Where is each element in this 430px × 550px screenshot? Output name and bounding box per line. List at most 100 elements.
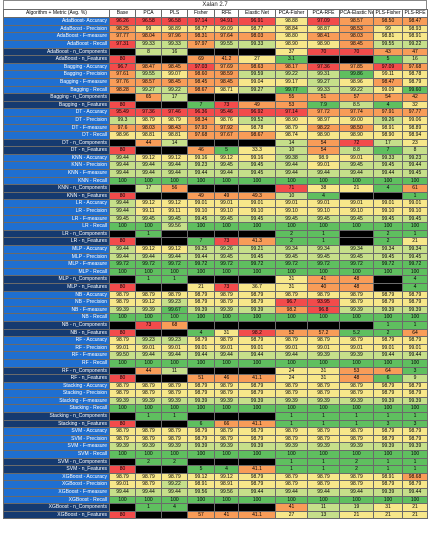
value-cell: 94.91 (214, 17, 239, 26)
value-cell: 100 (339, 404, 374, 414)
value-cell: 99.45 (339, 252, 374, 262)
value-cell: 55 (275, 93, 308, 102)
value-cell: 98.45 (339, 39, 374, 49)
value-cell (339, 229, 374, 239)
value-cell (187, 412, 215, 421)
table-row: Stacking - F-measure 99.39 99.39 99.39 99.39… (3, 396, 428, 406)
value-cell: 99.44 (275, 169, 308, 178)
value-cell: 99.39 (238, 442, 276, 452)
value-cell: 98.90 (339, 131, 374, 140)
value-cell: 100 (161, 267, 188, 277)
value-cell: 99.45 (161, 214, 188, 224)
column-header: PCA-Elastic Net (339, 8, 374, 19)
row-label: XGBoost - Accuracy (3, 472, 110, 482)
value-cell: 98.79 (109, 336, 136, 345)
value-cell: 99.45 (238, 214, 276, 224)
value-cell: 1 (402, 320, 428, 330)
value-cell: 71 (275, 184, 308, 193)
value-cell: 100 (402, 404, 428, 414)
value-cell: 80 (109, 419, 136, 429)
value-cell (135, 191, 162, 201)
value-cell: 8.8 (339, 146, 374, 155)
value-cell (339, 237, 374, 246)
value-cell: 98.80 (275, 32, 308, 41)
value-cell: 24 (275, 374, 308, 383)
value-cell: 1 (402, 229, 428, 239)
value-cell: 100 (161, 450, 188, 459)
value-cell: 98.79 (135, 381, 162, 391)
value-cell: 99.56 (187, 488, 215, 497)
value-cell: 99.33 (307, 85, 340, 95)
row-label: AdaBoost- Accuracy (3, 17, 110, 26)
row-label: DT - Accuracy (3, 108, 110, 117)
value-cell: 100 (109, 495, 136, 505)
value-cell: 49 (214, 191, 239, 201)
value-cell: 99.39 (339, 442, 374, 452)
value-cell: 98.79 (214, 336, 239, 345)
value-cell: 99.44 (135, 252, 162, 262)
value-cell: 3 (402, 366, 428, 376)
value-cell: 99.39 (161, 396, 188, 406)
value-cell: 3 (373, 419, 403, 429)
value-cell: 99.39 (339, 396, 374, 406)
value-cell: 98.79 (109, 381, 136, 391)
value-cell: 4 (373, 184, 403, 193)
value-cell: 98.67 (238, 131, 276, 140)
value-cell: 95.46 (214, 108, 239, 117)
table-row: Stacking - n_Features 80 6 66 41.1 1 1 1 3 3 (3, 419, 428, 429)
row-label: Bagging - n_Components (3, 93, 110, 102)
value-cell: 99.06 (402, 115, 428, 125)
value-cell: 99.26 (214, 245, 239, 254)
row-label: KNN - Accuracy (3, 153, 110, 163)
row-label: XGBoost - n_Features (3, 510, 110, 520)
value-cell (135, 465, 162, 474)
value-cell: 100 (373, 358, 403, 368)
table-row: DT - F-measure 97.6 98.03 98.43 97.93 97.92 98… (3, 123, 428, 133)
table-row: KNN - n_Components 17 56 71 38 21 4 61 (3, 184, 428, 193)
value-cell: 99.44 (109, 169, 136, 178)
value-cell (135, 146, 162, 155)
value-cell: 1 (307, 457, 340, 467)
value-cell: 1 (373, 320, 403, 330)
value-cell: 98.79 (307, 472, 340, 482)
value-cell: 52 (275, 328, 308, 338)
value-cell: 99.01 (214, 343, 239, 353)
table-row: LR - Accuracy 99.44 99.12 99.12 99.01 99.01 99… (3, 199, 428, 209)
table-row: RF - Recall 100 100 100 100 100 100 100 100 100 10… (3, 358, 428, 368)
value-cell: 99.44 (187, 252, 215, 262)
row-label: Bagging - Accuracy (3, 62, 110, 72)
value-cell: 98.50 (339, 123, 374, 133)
value-cell: 99.39 (214, 442, 239, 452)
value-cell: 99.72 (339, 260, 374, 269)
table-row: KNN - F-measure 99.44 99.44 99.44 99.44 99.44… (3, 169, 428, 178)
value-cell: 99.01 (307, 343, 340, 353)
value-cell: 4 (402, 275, 428, 284)
value-cell: 99.12 (161, 199, 188, 209)
value-cell: 98.79 (373, 427, 403, 436)
value-cell: 99.10 (307, 207, 340, 216)
table-row: AdaBoost - Recall 97.31 99.33 99.33 97.97 99.… (3, 39, 428, 49)
value-cell: 97.96 (161, 32, 188, 41)
row-label: SVM - Accuracy (3, 427, 110, 436)
table-row: MLP - F-measure 99.72 99.72 99.72 99.72 99.72… (3, 260, 428, 269)
value-cell (109, 138, 136, 148)
value-cell: 1 (307, 237, 340, 246)
value-cell: 99.10 (275, 207, 308, 216)
value-cell: 1 (402, 465, 428, 474)
value-cell: 7.9 (307, 100, 340, 110)
value-cell: 99.44 (109, 488, 136, 497)
value-cell (214, 93, 239, 102)
value-cell: 96.91 (238, 17, 276, 26)
value-cell: 99.45 (187, 214, 215, 224)
column-header: Elastic Net (238, 8, 276, 19)
value-cell: 4 (402, 282, 428, 292)
row-label: RF - Accuracy (3, 336, 110, 345)
value-cell: 99.01 (161, 343, 188, 353)
row-label: KNN - n_Components (3, 184, 110, 193)
value-cell: 99.60 (402, 85, 428, 95)
value-cell: 10 (275, 146, 308, 155)
table-row: Bagging - n_Components 65 17 55 51 57 54 42 (3, 93, 428, 102)
row-label: MLP - Precision (3, 252, 110, 262)
value-cell: 100 (187, 222, 215, 231)
value-cell: 98.57 (135, 77, 162, 87)
